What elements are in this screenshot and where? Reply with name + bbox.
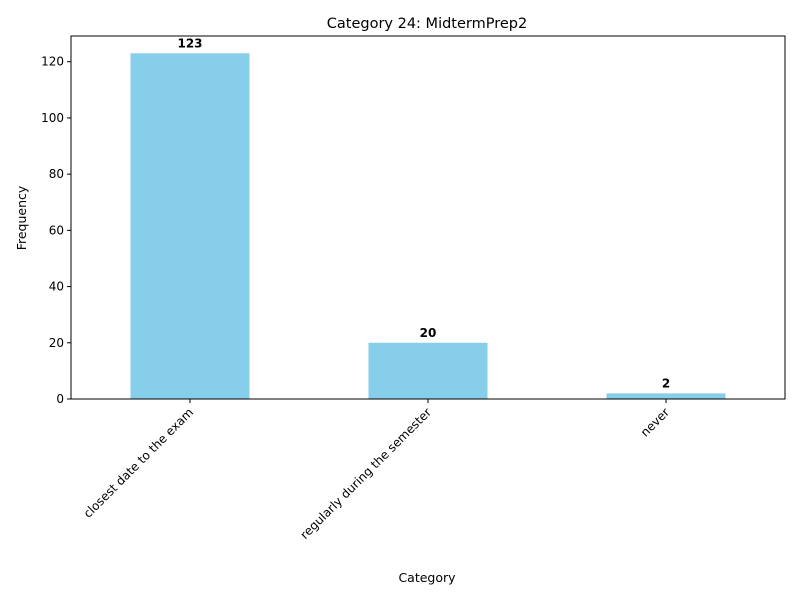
bar-value-label: 20	[420, 326, 437, 340]
bar-value-label: 123	[177, 36, 202, 50]
bar-value-label: 2	[662, 376, 670, 390]
x-axis-label: Category	[398, 570, 456, 585]
y-axis-label: Frequency	[14, 185, 29, 250]
x-tick-label: never	[638, 405, 672, 439]
y-tick-label: 0	[56, 392, 64, 406]
bar	[606, 393, 726, 399]
bar	[130, 53, 250, 400]
x-tick-label: closest date to the exam	[81, 405, 196, 520]
y-tick-label: 40	[49, 280, 64, 294]
y-tick-label: 100	[41, 111, 64, 125]
chart-title: Category 24: MidtermPrep2	[327, 16, 527, 32]
y-tick-label: 20	[49, 336, 64, 350]
y-tick-label: 120	[41, 55, 64, 69]
bar	[368, 342, 488, 399]
x-tick-label: regularly during the semester	[298, 405, 435, 542]
y-tick-label: 60	[49, 223, 64, 237]
y-tick-label: 80	[49, 167, 64, 181]
